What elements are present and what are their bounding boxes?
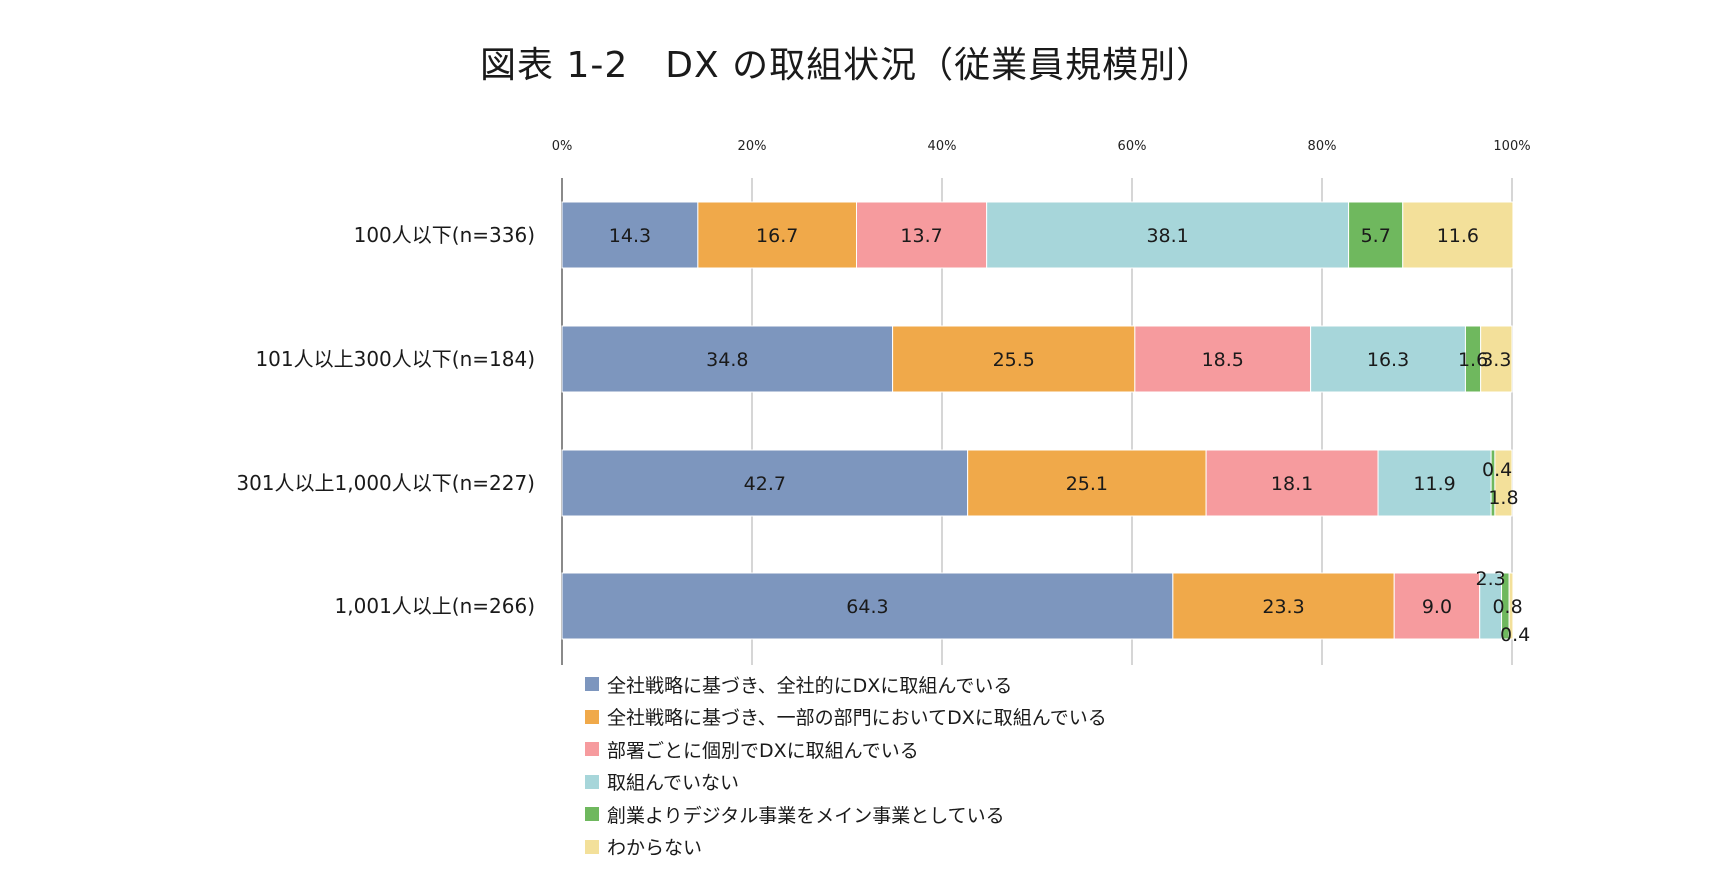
- bar-segment: [1402, 201, 1514, 269]
- x-tick-label: 80%: [1308, 139, 1337, 154]
- data-label: 38.1: [1146, 225, 1188, 247]
- chart-title: 図表 1-2 DX の取組状況（従業員規模別）: [480, 45, 1214, 86]
- data-label: 25.5: [993, 349, 1035, 371]
- bar-segment: [1393, 572, 1481, 640]
- bar-segment: [1508, 572, 1514, 640]
- data-label: 18.5: [1202, 349, 1244, 371]
- bar-segment: [1134, 325, 1312, 393]
- legend-item: 取組んでいない: [585, 766, 1107, 799]
- legend-label: 全社戦略に基づき、全社的にDXに取組んでいる: [607, 674, 1013, 697]
- category-label: 100人以下(n=336): [354, 223, 535, 247]
- bar-segment: [1205, 449, 1379, 517]
- legend-swatch: [585, 677, 599, 692]
- legend-item: わからない: [585, 831, 1107, 864]
- data-label: 9.0: [1422, 596, 1452, 618]
- legend-swatch: [585, 742, 599, 757]
- legend-swatch: [585, 839, 599, 854]
- bar-segment: [561, 572, 1174, 640]
- legend-item: 部署ごとに個別でDXに取組んでいる: [585, 733, 1107, 766]
- legend-item: 全社戦略に基づき、全社的にDXに取組んでいる: [585, 668, 1107, 701]
- chart-legend: 全社戦略に基づき、全社的にDXに取組んでいる全社戦略に基づき、一部の部門において…: [585, 668, 1107, 863]
- category-label: 101人以上300人以下(n=184): [255, 347, 535, 371]
- bar-segment: [561, 201, 699, 269]
- data-label: 0.4: [1500, 624, 1530, 646]
- bar-segment: [1310, 325, 1466, 393]
- bar-segment: [1494, 449, 1513, 517]
- data-label: 23.3: [1262, 596, 1304, 618]
- data-label: 13.7: [900, 225, 942, 247]
- data-label: 5.7: [1361, 225, 1391, 247]
- data-label: 18.1: [1271, 473, 1313, 495]
- bar-segment: [1172, 572, 1395, 640]
- data-label: 3.3: [1481, 349, 1511, 371]
- category-label: 1,001人以上(n=266): [335, 594, 535, 618]
- x-tick-label: 40%: [928, 139, 957, 154]
- legend-label: 部署ごとに個別でDXに取組んでいる: [607, 739, 919, 762]
- data-label: 0.8: [1492, 596, 1522, 618]
- data-label: 0.4: [1482, 459, 1512, 481]
- legend-label: 創業よりデジタル事業をメイン事業としている: [607, 804, 1005, 827]
- x-tick-label: 60%: [1118, 139, 1147, 154]
- bar-segment: [1348, 201, 1404, 269]
- legend-label: 全社戦略に基づき、一部の部門においてDXに取組んでいる: [607, 707, 1107, 730]
- bar-segment: [561, 325, 894, 393]
- legend-label: 取組んでいない: [607, 772, 740, 795]
- bar-segment: [561, 449, 969, 517]
- data-label: 25.1: [1066, 473, 1108, 495]
- data-label: 1.6: [1458, 349, 1488, 371]
- legend-item: 創業よりデジタル事業をメイン事業としている: [585, 798, 1107, 831]
- data-label: 16.3: [1367, 349, 1409, 371]
- category-label: 301人以上1,000人以下(n=227): [236, 471, 535, 495]
- bar-segment: [892, 325, 1136, 393]
- legend-swatch: [585, 774, 599, 789]
- data-label: 11.6: [1437, 225, 1479, 247]
- x-tick-label: 0%: [552, 139, 573, 154]
- data-label: 64.3: [846, 596, 888, 618]
- legend-label: わからない: [607, 837, 703, 860]
- bar-segment: [967, 449, 1207, 517]
- bar-segment: [1377, 449, 1492, 517]
- data-label: 42.7: [744, 473, 786, 495]
- x-tick-label: 100%: [1493, 139, 1530, 154]
- bar-segment: [697, 201, 857, 269]
- bar-segment: [856, 201, 988, 269]
- data-label: 2.3: [1476, 568, 1506, 590]
- data-label: 1.8: [1488, 487, 1518, 509]
- legend-swatch: [585, 709, 599, 724]
- data-label: 11.9: [1413, 473, 1455, 495]
- bar-segment: [1480, 325, 1513, 393]
- legend-swatch: [585, 807, 599, 822]
- legend-item: 全社戦略に基づき、一部の部門においてDXに取組んでいる: [585, 701, 1107, 734]
- data-label: 34.8: [706, 349, 748, 371]
- data-label: 14.3: [609, 225, 651, 247]
- data-label: 16.7: [756, 225, 798, 247]
- x-tick-label: 20%: [738, 139, 767, 154]
- bar-segment: [986, 201, 1350, 269]
